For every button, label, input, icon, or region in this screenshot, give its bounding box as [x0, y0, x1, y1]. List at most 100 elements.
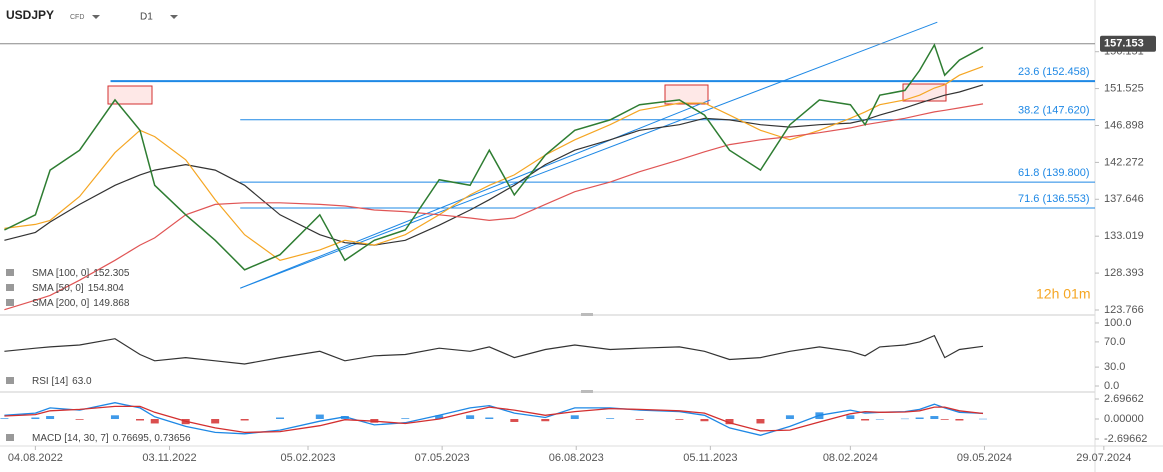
- panel-resize-handle[interactable]: [581, 313, 593, 316]
- symbol-dropdown[interactable]: [92, 15, 100, 19]
- macd-histogram-bar: [0, 418, 9, 420]
- macd-histogram-bar: [875, 419, 884, 420]
- macd-histogram-bar: [785, 415, 794, 420]
- macd-histogram-bar: [150, 419, 159, 424]
- y-tick-label: -2.69662: [1104, 433, 1147, 445]
- x-tick-label: 09.05.2024: [957, 452, 1012, 464]
- legend-name: MACD [14, 30, 7]: [32, 433, 109, 444]
- macd-histogram-bar: [606, 418, 615, 420]
- y-tick-label: 151.525: [1104, 82, 1144, 94]
- x-tick-label: 29.07.2024: [1076, 452, 1131, 464]
- macd-histogram-bar: [276, 417, 285, 420]
- macd-histogram-bar: [510, 419, 519, 422]
- legend-entry: SMA [50, 0] 154.804: [32, 283, 124, 294]
- indicator-line: [4, 65, 984, 261]
- indicator-line: [4, 103, 984, 311]
- fib-level-label: 71.6 (136.553): [1018, 193, 1090, 205]
- macd-histogram-bar: [700, 419, 709, 422]
- macd-histogram-bar: [570, 415, 579, 420]
- legend-name: SMA [100, 0]: [32, 268, 89, 279]
- panel-resize-handle[interactable]: [581, 390, 593, 393]
- macd-histogram-bar: [466, 415, 475, 420]
- macd-histogram-bar: [861, 419, 870, 421]
- macd-histogram-bar: [940, 419, 949, 420]
- candle-timer: 12h 01m: [1036, 286, 1090, 302]
- legend-icon: [6, 377, 14, 384]
- macd-histogram-bar: [110, 415, 119, 420]
- x-tick-label: 05.02.2023: [280, 452, 335, 464]
- x-tick-label: 04.08.2022: [8, 452, 63, 464]
- legend-icon: [6, 299, 14, 306]
- macd-histogram-bar: [756, 419, 765, 424]
- timeframe-dropdown[interactable]: [170, 15, 178, 19]
- macd-histogram-bar: [31, 417, 40, 420]
- macd-histogram-bar: [846, 415, 855, 420]
- y-tick-label: 0.0: [1104, 380, 1119, 392]
- legend-value: 0.76695, 0.73656: [113, 433, 191, 444]
- legend-name: SMA [200, 0]: [32, 298, 89, 309]
- legend-value: 149.868: [93, 298, 130, 309]
- y-tick-label: 30.0: [1104, 361, 1125, 373]
- price-line: [4, 43, 984, 271]
- y-tick-label: 2.69662: [1104, 393, 1144, 405]
- y-tick-label: 0.00000: [1104, 413, 1144, 425]
- macd-histogram-bar: [435, 415, 444, 420]
- macd-histogram-bar: [541, 419, 550, 422]
- fib-level-label: 38.2 (147.620): [1018, 105, 1090, 117]
- x-tick-label: 08.02.2024: [823, 452, 878, 464]
- y-tick-label: 128.393: [1104, 267, 1144, 279]
- legend-entry: SMA [200, 0] 149.868: [32, 298, 130, 309]
- macd-histogram-bar: [930, 416, 939, 420]
- macd-histogram-bar: [340, 416, 349, 420]
- instrument: CFD: [70, 14, 84, 21]
- legend-value: 152.305: [93, 268, 130, 279]
- last-price-box: [1100, 35, 1156, 52]
- legend-value: 63.0: [72, 376, 92, 387]
- highlight-box: [107, 85, 153, 105]
- y-tick-label: 133.019: [1104, 230, 1144, 242]
- x-tick-label: 06.08.2023: [549, 452, 604, 464]
- macd-histogram-bar: [46, 416, 55, 420]
- legend-entry: SMA [100, 0] 152.305: [32, 268, 130, 279]
- legend-entry: MACD [14, 30, 7] 0.76695, 0.73656: [32, 433, 191, 444]
- y-tick-label: 100.0: [1104, 317, 1132, 329]
- macd-histogram-bar: [955, 419, 964, 421]
- last-price-label: 157.153: [1104, 38, 1144, 50]
- y-tick-label: 70.0: [1104, 336, 1125, 348]
- macd-histogram-bar: [211, 419, 220, 424]
- macd-histogram-bar: [136, 419, 145, 421]
- legend-name: SMA [50, 0]: [32, 283, 84, 294]
- trend-line: [240, 99, 711, 289]
- x-tick-label: 05.11.2023: [683, 452, 737, 464]
- macd-histogram-bar: [635, 419, 644, 420]
- fib-level-label: 61.8 (139.800): [1018, 167, 1090, 179]
- macd-histogram-bar: [240, 419, 249, 421]
- legend-entry: RSI [14] 63.0: [32, 376, 92, 387]
- macd-histogram-bar: [915, 417, 924, 420]
- legend-name: RSI [14]: [32, 376, 68, 387]
- y-tick-label: 142.272: [1104, 156, 1144, 168]
- x-tick-label: 03.11.2022: [142, 452, 196, 464]
- indicator-line: [4, 334, 984, 365]
- legend-icon: [6, 269, 14, 276]
- macd-histogram-bar: [675, 419, 684, 420]
- macd-histogram-bar: [978, 418, 987, 420]
- macd-histogram-bar: [900, 418, 909, 420]
- y-tick-label: 146.898: [1104, 119, 1144, 131]
- y-tick-label: 123.766: [1104, 304, 1144, 316]
- legend-icon: [6, 284, 14, 291]
- macd-histogram-bar: [401, 418, 410, 420]
- macd-histogram-bar: [75, 419, 84, 420]
- symbol[interactable]: USDJPY: [6, 8, 54, 22]
- legend-icon: [6, 434, 14, 441]
- legend-value: 154.804: [88, 283, 125, 294]
- macd-line: [4, 405, 984, 434]
- macd-histogram-bar: [725, 419, 734, 425]
- macd-histogram-bar: [485, 417, 494, 420]
- macd-histogram-bar: [315, 414, 324, 420]
- fib-level-label: 23.6 (152.458): [1018, 66, 1090, 78]
- timeframe[interactable]: D1: [140, 12, 153, 23]
- y-tick-label: 137.646: [1104, 193, 1144, 205]
